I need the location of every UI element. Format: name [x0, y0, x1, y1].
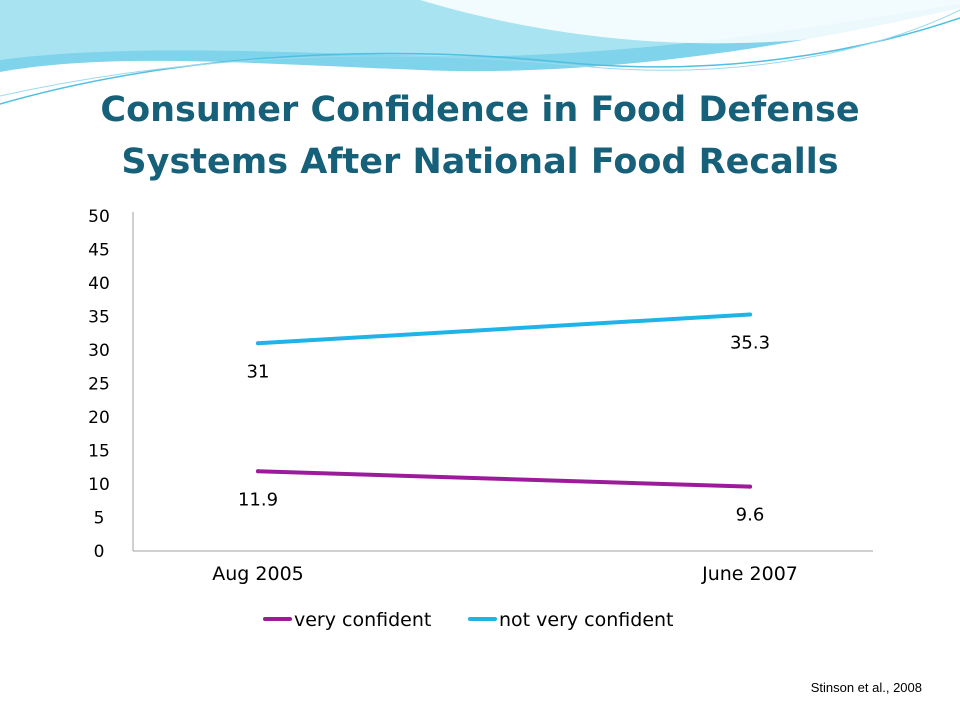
x-tick-label: June 2007: [701, 563, 798, 585]
y-tick-label: 0: [94, 542, 105, 562]
y-tick-label: 20: [88, 408, 110, 428]
legend-label: not very confident: [499, 609, 674, 631]
header-wave-decoration: [0, 0, 960, 105]
y-tick-label: 25: [88, 375, 110, 395]
series-line-not-very-confident: [256, 312, 752, 346]
series-line-very-confident: [256, 469, 752, 489]
data-point-not-very-confident: [748, 312, 752, 317]
slide-title: Consumer Confidence in Food Defense Syst…: [40, 84, 920, 188]
x-axis-tick-labels: Aug 2005 June 2007: [212, 563, 798, 585]
legend: very confident not very confident: [263, 609, 674, 631]
data-label: 35.3: [730, 332, 770, 353]
y-tick-label: 35: [88, 308, 110, 328]
y-tick-label: 10: [88, 475, 110, 495]
citation: Stinson et al., 2008: [810, 680, 922, 695]
y-tick-label: 45: [88, 241, 110, 261]
slide-title-line-1: Consumer Confidence in Food Defense: [100, 90, 860, 130]
data-point-very-confident: [748, 484, 752, 489]
slide-title-line-2: Systems After National Food Recalls: [121, 142, 839, 182]
data-label: 9.6: [736, 505, 765, 526]
data-label: 31: [247, 361, 270, 382]
y-tick-label: 50: [88, 207, 110, 227]
data-labels: 11.9 9.6 31 35.3: [238, 332, 770, 525]
legend-label: very confident: [294, 609, 431, 631]
y-axis-tick-labels: 0 5 10 15 20 25 30 35 40 45 50: [88, 207, 110, 562]
data-point-very-confident: [256, 469, 260, 474]
y-tick-label: 5: [94, 509, 105, 529]
y-tick-label: 40: [88, 274, 110, 294]
series-lines: [256, 312, 752, 489]
x-tick-label: Aug 2005: [212, 563, 304, 585]
data-point-not-very-confident: [256, 341, 260, 346]
y-tick-label: 30: [88, 341, 110, 361]
data-label: 11.9: [238, 489, 278, 510]
y-tick-label: 15: [88, 442, 110, 462]
